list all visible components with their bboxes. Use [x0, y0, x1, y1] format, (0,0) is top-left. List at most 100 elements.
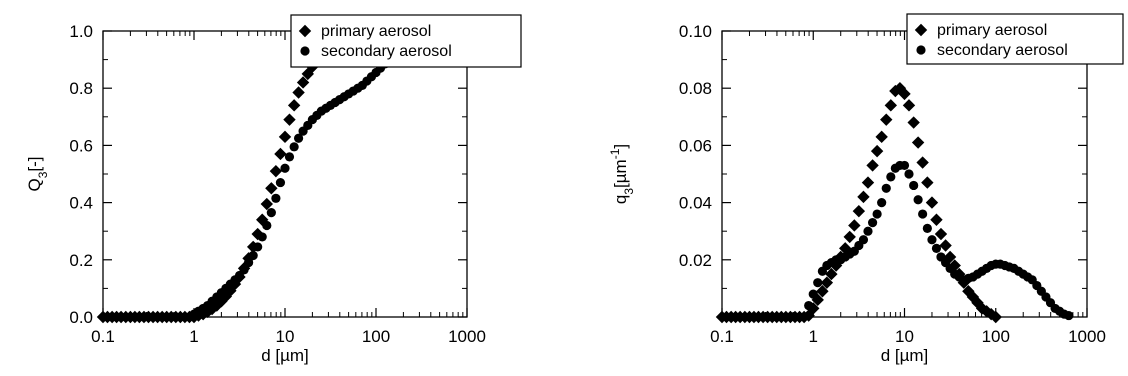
data-point-primary — [875, 130, 888, 144]
legend-marker-circle — [300, 46, 310, 56]
data-point-secondary — [858, 235, 869, 245]
data-point-secondary — [899, 160, 910, 171]
legend-box — [906, 13, 1124, 65]
legend-marker-circle — [916, 45, 926, 55]
data-point-primary — [989, 310, 1002, 324]
data-point-secondary — [867, 218, 878, 228]
data-point-primary — [857, 190, 870, 204]
data-point-primary — [260, 197, 274, 211]
x-tick-label: 1 — [809, 327, 818, 346]
series-primary-aerosol — [715, 82, 1002, 324]
data-point-secondary — [813, 278, 823, 288]
data-point-secondary — [881, 183, 891, 193]
data-point-primary — [283, 113, 296, 126]
data-point-primary — [820, 276, 834, 289]
data-point-primary — [848, 219, 861, 232]
data-point-secondary — [931, 243, 942, 253]
x-tick-label: 100 — [982, 327, 1010, 346]
data-point-secondary — [927, 235, 937, 245]
data-point-secondary — [922, 223, 932, 233]
y-tick-label: 0.06 — [679, 136, 712, 155]
data-point-secondary — [262, 220, 272, 231]
y-tick-label: 0.02 — [679, 251, 712, 270]
data-point-primary — [301, 67, 314, 81]
y-tick-label: 0.10 — [679, 22, 712, 41]
series-secondary-aerosol — [804, 160, 1074, 321]
legend-box — [290, 14, 522, 68]
y-tick-label: 0.2 — [69, 251, 93, 270]
data-point-primary — [802, 309, 815, 322]
legend-marker-diamond — [914, 23, 928, 37]
data-point-secondary — [271, 193, 281, 203]
data-point-secondary — [289, 142, 299, 152]
data-point-secondary — [886, 172, 896, 182]
data-point-secondary — [293, 133, 304, 143]
data-point-secondary — [257, 232, 267, 242]
y-tick-label: 0.04 — [679, 194, 712, 213]
data-point-secondary — [808, 289, 818, 299]
data-point-secondary — [284, 152, 295, 162]
data-point-secondary — [877, 198, 887, 208]
data-point-primary — [861, 176, 875, 189]
data-point-secondary — [243, 258, 254, 268]
data-point-secondary — [275, 177, 286, 188]
data-point-primary — [816, 285, 829, 298]
data-point-primary — [898, 87, 911, 101]
data-point-primary — [880, 113, 893, 126]
x-tick-label: 1 — [189, 327, 198, 346]
legend-label: secondary aerosol — [321, 43, 452, 60]
data-point-primary — [811, 293, 824, 307]
data-point-secondary — [904, 169, 914, 179]
data-point-primary — [292, 86, 305, 99]
x-tick-label: 0.1 — [710, 327, 734, 346]
data-point-primary — [852, 204, 866, 218]
data-point-primary — [884, 99, 898, 112]
legend-label: primary aerosol — [937, 22, 1047, 39]
data-point-primary — [934, 227, 948, 241]
legend: primary aerosol secondary aerosol — [906, 13, 1124, 65]
data-point-primary — [907, 116, 920, 129]
series-secondary-aerosol — [189, 59, 390, 319]
legend-label: primary aerosol — [321, 23, 431, 40]
data-point-secondary — [266, 208, 276, 218]
y-tick-label: 0.6 — [69, 136, 93, 155]
y-axis-label: q3[µm-1] — [608, 144, 636, 204]
legend: primary aerosol secondary aerosol — [290, 14, 522, 68]
x-axis-label: d [µm] — [261, 346, 309, 365]
y-tick-label: 1.0 — [69, 22, 93, 41]
data-point-secondary — [248, 250, 258, 261]
plot-frame — [102, 30, 468, 318]
data-point-primary — [265, 182, 278, 195]
data-point-secondary — [918, 209, 928, 219]
data-point-primary — [916, 156, 929, 169]
data-point-primary — [911, 136, 925, 149]
data-point-secondary — [804, 300, 814, 311]
data-point-primary — [925, 196, 939, 209]
y-tick-label: 0.0 — [69, 308, 93, 327]
data-point-primary — [843, 230, 856, 244]
data-point-secondary — [909, 180, 919, 191]
y-tick-label: 0.8 — [69, 79, 93, 98]
data-point-primary — [893, 82, 907, 95]
chart-panel-1: 0.1 1 10 100 1000 0.0 0.2 0.4 0.6 0.8 1.0 d [µm] Q3[… — [25, 14, 522, 365]
chart-panel-2: 0.1 1 10 100 1000 0.02 0.04 0.06 0.08 0.10 d [µm] q… — [608, 13, 1124, 365]
data-point-primary — [866, 159, 879, 172]
data-point-primary — [274, 147, 287, 161]
y-tick-label: 0.4 — [69, 194, 93, 213]
data-point-primary — [939, 239, 952, 252]
x-axis-label: d [µm] — [881, 346, 929, 365]
data-point-primary — [902, 99, 916, 112]
x-tick-label: 1000 — [1068, 327, 1106, 346]
data-point-primary — [825, 267, 838, 281]
data-point-primary — [984, 307, 998, 321]
data-point-secondary — [1064, 310, 1074, 321]
data-point-secondary — [872, 209, 882, 219]
y-axis-label: Q3[-] — [25, 156, 50, 191]
x-tick-label: 0.1 — [91, 327, 115, 346]
data-point-primary — [921, 176, 934, 189]
data-point-primary — [287, 99, 301, 112]
data-point-primary — [839, 242, 852, 255]
data-point-secondary — [863, 226, 873, 236]
legend-marker-diamond — [298, 24, 312, 38]
data-point-secondary — [280, 163, 290, 173]
